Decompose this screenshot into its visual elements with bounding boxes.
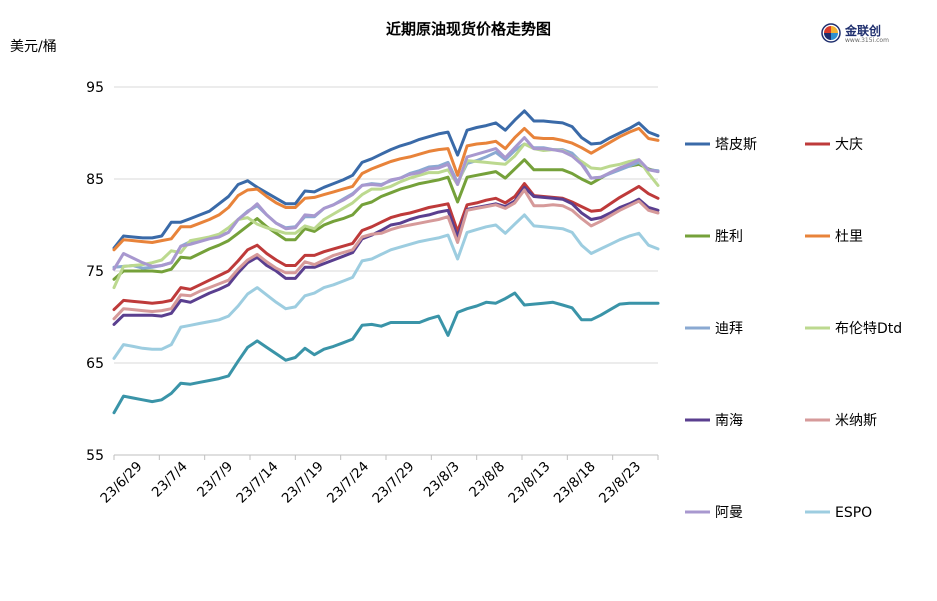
series-line-9 (112, 213, 660, 360)
legend-entry: 杜里 (805, 229, 863, 245)
legend-entry: 塔皮斯 (685, 137, 757, 153)
y-axis-ticks: 55 65 75 85 95 (86, 80, 104, 464)
brand-logo-text: 金联创 (845, 24, 882, 38)
x-tick-label: 23/7/24 (324, 459, 372, 507)
x-axis: 23/6/29 23/7/4 23/7/923/7/1423/7/1923/7/24… (97, 454, 659, 507)
legend-label: 阿曼 (715, 505, 743, 521)
y-tick-label: 75 (86, 264, 104, 280)
legend-label: 南海 (715, 413, 743, 429)
y-axis-unit-label: 美元/桶 (10, 39, 57, 55)
x-tick-label: 23/8/3 (421, 459, 463, 501)
legend-label: 大庆 (835, 137, 863, 153)
x-tick-label: 23/8/8 (466, 459, 508, 501)
x-tick-label: 23/7/9 (194, 459, 236, 501)
y-tick-label: 95 (86, 80, 104, 96)
legend-entry: 南海 (685, 413, 743, 429)
y-tick-label: 55 (86, 448, 104, 464)
legend-label: 塔皮斯 (715, 137, 757, 153)
legend-entry: 阿曼 (685, 505, 743, 521)
series-line-1 (112, 182, 660, 312)
series-line-2 (112, 158, 660, 281)
x-tick-label: 23/8/18 (551, 459, 599, 507)
series-line-6 (112, 185, 660, 326)
series-line-7 (112, 188, 660, 321)
x-tick-label: 23/7/19 (279, 459, 327, 507)
series-line-10 (112, 291, 660, 415)
series-line-0 (112, 109, 660, 250)
legend-entry: 大庆 (805, 137, 863, 153)
x-tick-label: 23/7/4 (149, 459, 191, 501)
legend-label: 迪拜 (715, 321, 743, 337)
series-lines (112, 109, 660, 415)
gridlines (114, 86, 658, 364)
x-tick-label: 23/7/14 (233, 459, 281, 507)
x-tick-label: 23/8/13 (505, 459, 553, 507)
brand-logo: 金联创 www.315i.com (820, 20, 900, 46)
legend-label: 杜里 (835, 229, 863, 245)
legend-label: 米纳斯 (835, 413, 877, 429)
x-tick-label: 23/7/29 (369, 459, 417, 507)
legend-label: ESPO (835, 505, 872, 521)
legend-entry: 胜利 (685, 229, 743, 245)
legend-entry: 布伦特Dtd (805, 321, 902, 337)
brand-logo-icon (821, 23, 841, 43)
y-tick-label: 85 (86, 172, 104, 188)
x-tick-label: 23/8/23 (596, 459, 644, 507)
legend-entry: 迪拜 (685, 321, 743, 337)
legend-entry: ESPO (805, 505, 872, 521)
brand-logo-url: www.315i.com (845, 37, 889, 44)
legend-label: 布伦特Dtd (835, 321, 902, 337)
legend-label: 胜利 (715, 229, 743, 245)
chart-title: 近期原油现货价格走势图 (385, 20, 551, 38)
series-line-3 (112, 126, 660, 252)
y-tick-label: 65 (86, 356, 104, 372)
series-line-8 (112, 136, 660, 271)
legend-entry: 米纳斯 (805, 413, 877, 429)
x-tick-label: 23/6/29 (97, 459, 145, 507)
